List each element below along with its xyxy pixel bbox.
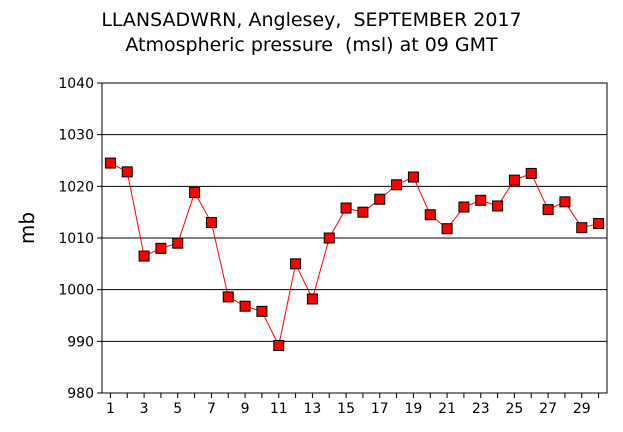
x-tick-label: 25 [506, 401, 524, 417]
y-tick-label: 1040 [58, 76, 94, 92]
data-point [273, 339, 285, 351]
data-point [138, 250, 150, 262]
x-tick-label: 7 [207, 401, 216, 417]
data-point [441, 223, 453, 235]
data-point [290, 258, 302, 270]
x-axis: 1 3 5 7 9 11 13 15 17 19 21 23 25 27 29 [106, 393, 600, 417]
data-point [508, 174, 520, 186]
y-tick-label: 990 [67, 334, 94, 350]
y-tick-label: 1010 [58, 231, 94, 247]
data-points [104, 157, 605, 351]
data-point [155, 242, 167, 254]
data-point [576, 222, 588, 234]
x-tick-label: 17 [371, 401, 389, 417]
data-point [121, 166, 133, 178]
x-tick-label: 9 [241, 401, 250, 417]
chart-title: LLANSADWRN, Anglesey, SEPTEMBER 2017 [101, 9, 522, 31]
x-tick-label: 27 [539, 401, 557, 417]
x-tick-label: 23 [472, 401, 490, 417]
data-point [407, 171, 419, 183]
data-point [306, 293, 318, 305]
data-point [357, 206, 369, 218]
y-tick-label: 1000 [58, 283, 94, 299]
x-tick-label: 29 [573, 401, 591, 417]
data-point [475, 194, 487, 206]
y-tick-label: 1030 [58, 128, 94, 144]
data-point [222, 291, 234, 303]
data-point [559, 196, 571, 208]
y-tick-label: 980 [67, 386, 94, 402]
y-axis-label: mb [15, 212, 39, 244]
x-tick-label: 11 [270, 401, 288, 417]
data-point [205, 217, 217, 228]
data-point [104, 157, 116, 169]
x-tick-label: 3 [140, 401, 149, 417]
data-point [172, 237, 184, 249]
grid-layer [102, 134, 607, 342]
y-tick-label: 1020 [58, 179, 94, 195]
data-point [256, 305, 268, 317]
data-point [189, 187, 201, 199]
data-point [340, 202, 352, 214]
y-axis: 980 990 1000 1010 1020 1030 1040 [58, 76, 102, 402]
chart-subtitle: Atmospheric pressure (msl) at 09 GMT [125, 34, 498, 56]
x-tick-label: 19 [405, 401, 423, 417]
series-line [110, 162, 599, 348]
x-tick-label: 15 [337, 401, 355, 417]
data-point [492, 200, 504, 212]
x-tick-label: 21 [438, 401, 456, 417]
data-point [458, 201, 470, 213]
data-point [542, 204, 554, 216]
data-point [239, 300, 251, 312]
x-tick-label: 5 [173, 401, 182, 417]
x-tick-label: 1 [106, 401, 115, 417]
data-point [391, 179, 403, 191]
x-tick-label: 13 [304, 401, 322, 417]
data-point [424, 209, 436, 221]
data-point [374, 193, 386, 205]
data-point [593, 218, 605, 230]
data-point [525, 167, 537, 179]
data-point [323, 232, 335, 244]
